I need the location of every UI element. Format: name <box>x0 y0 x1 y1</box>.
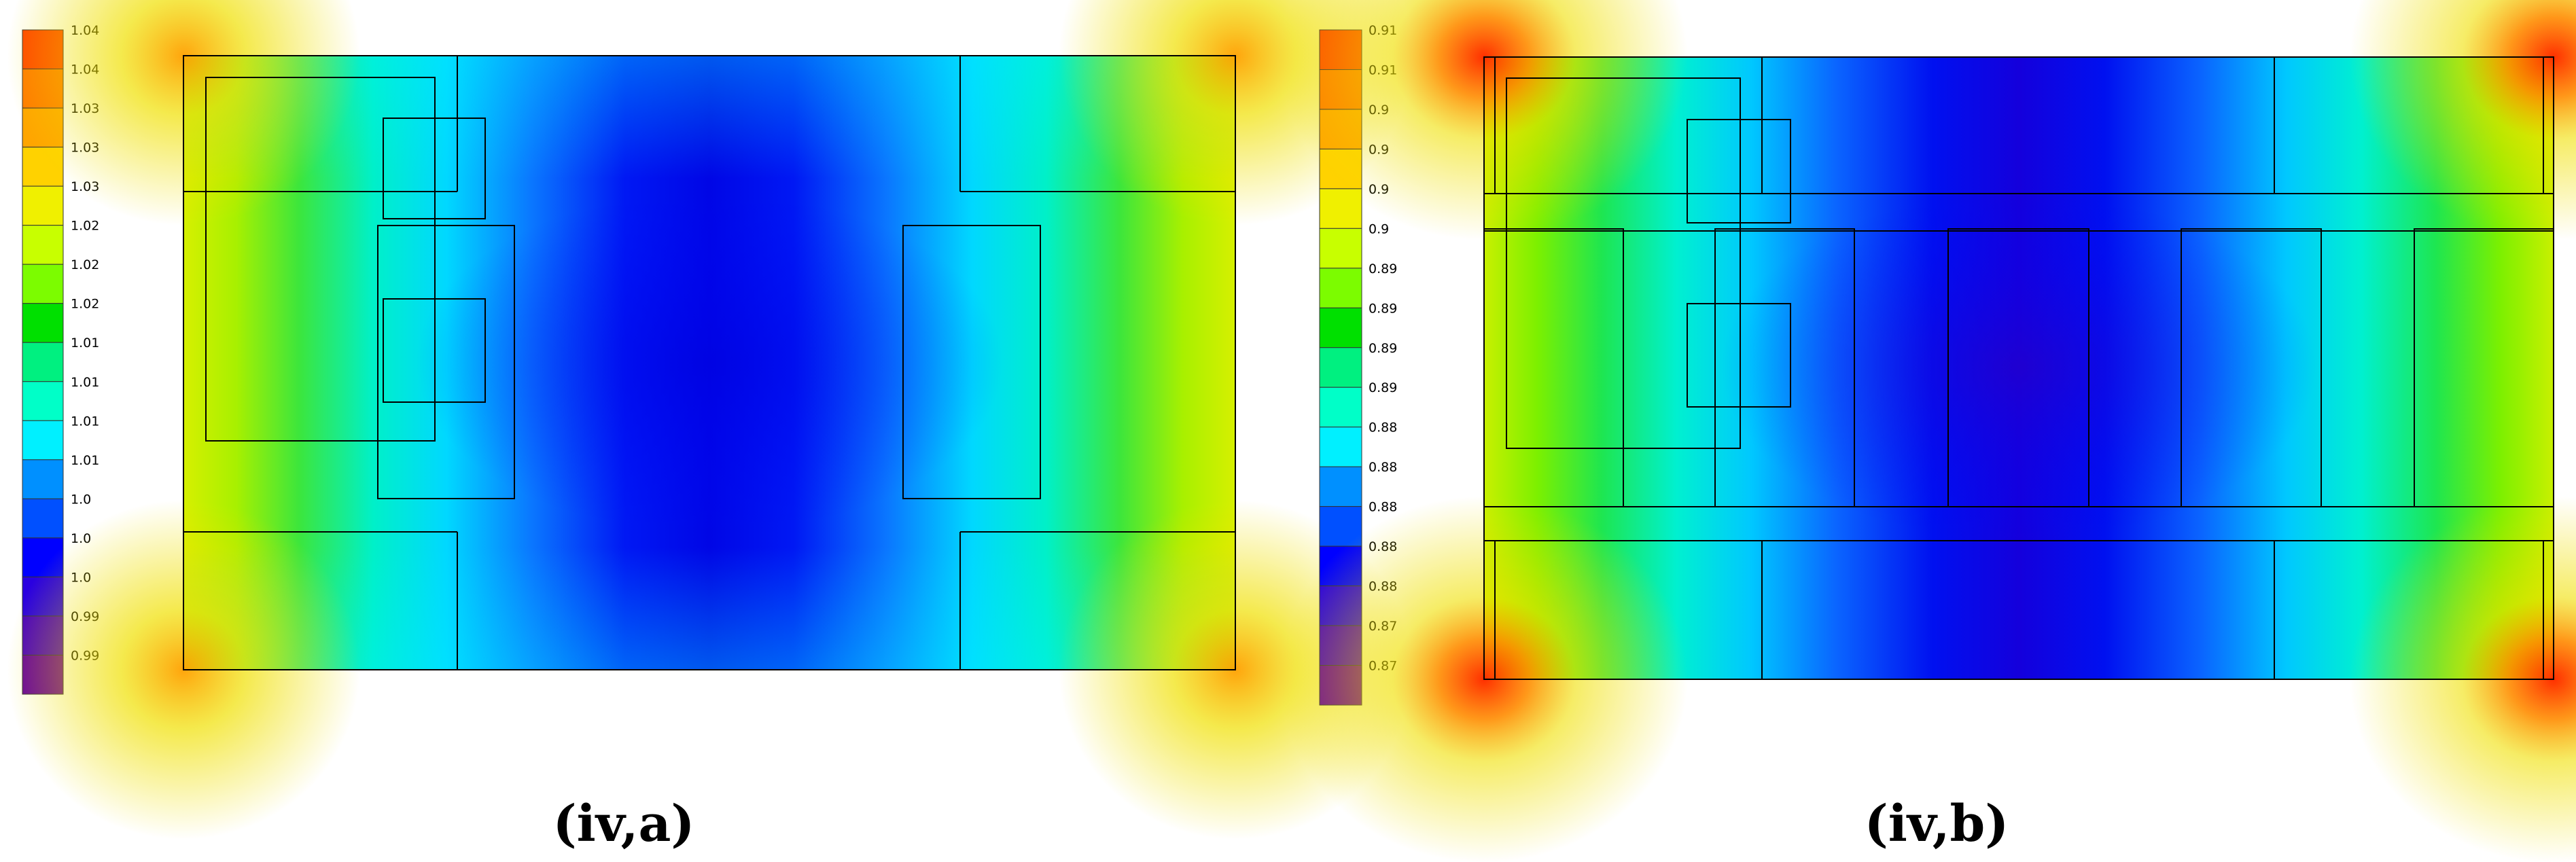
colorbar-swatch <box>1319 347 1362 388</box>
colorbar-tick-label: 0.89 <box>1369 262 1397 276</box>
colorbar-swatch <box>22 498 64 539</box>
colorbar-swatch <box>1319 466 1362 507</box>
colorbar-swatch <box>22 381 64 421</box>
colorbar-swatch <box>1319 307 1362 348</box>
panel-a: 1.041.041.031.031.031.021.021.021.011.01… <box>7 0 1412 853</box>
colorbar-swatch <box>22 303 64 343</box>
colorbar-swatch <box>1319 387 1362 428</box>
colorbar-swatch <box>22 264 64 304</box>
colorbar-tick-label: 0.88 <box>1369 460 1397 475</box>
colorbar-tick-label: 1.01 <box>71 453 99 468</box>
caption-a: (iv,a) <box>553 795 695 853</box>
colorbar-swatch <box>1319 268 1362 308</box>
colorbar-tick-label: 1.0 <box>71 492 91 507</box>
colorbar-tick-label: 0.89 <box>1369 301 1397 316</box>
colorbar-tick-label: 0.89 <box>1369 380 1397 395</box>
colorbar-tick-label: 0.89 <box>1369 341 1397 356</box>
colorbar-tick-label: 1.01 <box>71 375 99 390</box>
caption-b: (iv,b) <box>1865 795 2009 853</box>
colorbar-tick-label: 0.88 <box>1369 500 1397 515</box>
colorbar-tick-label: 1.01 <box>71 414 99 429</box>
colorbar-swatch <box>1319 427 1362 467</box>
colorbar-tick-label: 0.9 <box>1369 221 1389 236</box>
colorbar-swatch <box>22 459 64 499</box>
colorbar-tick-label: 1.02 <box>71 219 99 234</box>
panel-b: 0.910.910.90.90.90.90.890.890.890.890.88… <box>1280 0 2576 862</box>
structure-outline-a <box>183 55 1236 670</box>
structure-outline-b <box>1483 56 2554 680</box>
colorbar-swatch <box>1319 228 1362 269</box>
colorbar-swatch <box>22 185 64 226</box>
colorbar-tick-label: 1.02 <box>71 257 99 272</box>
heatmap-a <box>7 0 1412 840</box>
colorbar-tick-label: 1.02 <box>71 297 99 312</box>
colorbar-swatch <box>22 420 64 461</box>
colorbar-swatch <box>22 342 64 382</box>
colorbar-swatch <box>22 225 64 265</box>
heatmap-b <box>1280 0 2576 862</box>
colorbar-tick-label: 0.88 <box>1369 420 1397 435</box>
colorbar-tick-label: 1.01 <box>71 336 99 351</box>
